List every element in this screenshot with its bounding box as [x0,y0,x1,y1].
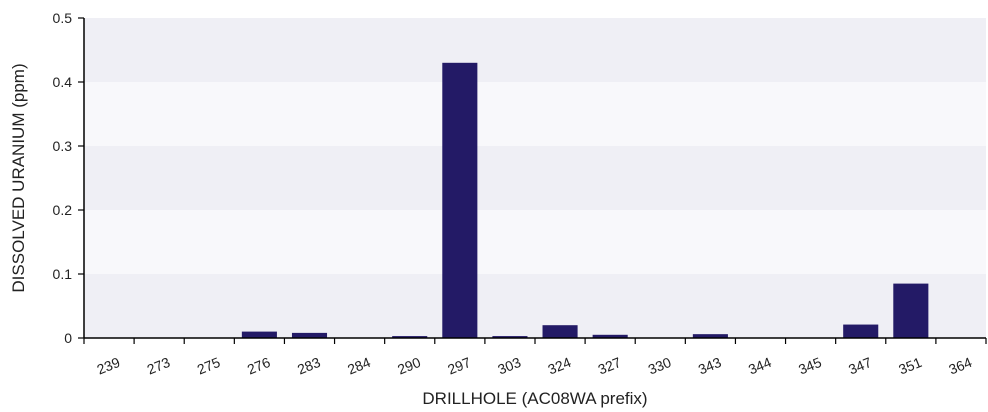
bar-283 [291,332,328,338]
x-tick-label: 239 [95,354,123,378]
background-band [84,210,986,274]
y-tick-label: 0.4 [53,74,73,90]
x-tick-label: 283 [295,354,323,378]
y-tick-label: 0.1 [53,266,73,282]
background-band [84,274,986,338]
y-tick-label: 0.3 [53,138,73,154]
x-tick-label: 297 [445,354,473,378]
y-tick-label: 0 [64,330,72,346]
y-tick-labels: 0 0.1 0.2 0.3 0.4 0.5 [53,10,73,346]
background-bands [84,18,986,338]
x-tick-label: 347 [846,354,874,378]
background-band [84,82,986,146]
bar-351 [893,283,929,338]
x-tick-label: 364 [946,354,974,378]
axes [78,17,987,344]
background-band [84,18,986,82]
x-tick-label: 330 [646,354,674,378]
y-tick-label: 0.2 [53,202,73,218]
x-tick-label: 324 [546,354,574,378]
x-tick-label: 345 [796,354,824,378]
x-tick-label: 327 [596,354,624,378]
bar-347 [843,324,879,338]
y-axis-label: DISSOLVED URANIUM (ppm) [9,63,28,292]
bar-343 [692,334,728,338]
x-tick-label: 343 [696,354,724,378]
x-tick-label: 344 [746,354,774,378]
bar-276 [241,331,277,338]
bar-303 [492,336,528,338]
x-tick-label: 284 [345,354,373,378]
bar-327 [592,334,628,338]
x-tick-label: 276 [245,354,273,378]
x-tick-labels: 239 273 275 276 283 284 290 297 303 324 327 330 343 3… [95,354,975,378]
y-tick-label: 0.5 [53,10,73,26]
x-tick-label: 290 [395,354,423,378]
x-axis-label: DRILLHOLE (AC08WA prefix) [422,389,647,408]
x-tick-label: 273 [145,354,173,378]
x-tick-label: 275 [195,354,223,378]
x-tick-label: 303 [495,354,523,378]
x-tick-label: 351 [896,354,924,378]
background-band [84,146,986,210]
bar-324 [542,325,578,338]
bars [241,62,929,339]
bar-290 [392,336,428,338]
bar-297 [442,62,478,339]
